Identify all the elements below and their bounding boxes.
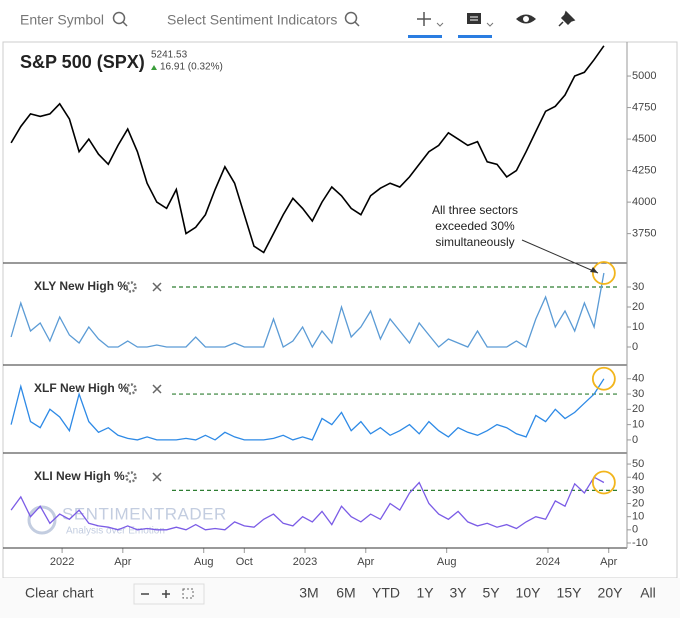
legend-button[interactable] xyxy=(458,13,494,38)
y-tick-label: 30 xyxy=(632,281,644,293)
view-button[interactable] xyxy=(516,14,536,24)
chart-title: S&P 500 (SPX) xyxy=(20,52,145,72)
series-line xyxy=(10,476,605,531)
highlight-circle xyxy=(591,261,616,285)
range-button[interactable]: 6M xyxy=(336,585,355,601)
x-tick-label: Aug xyxy=(194,556,214,568)
watermark-logo xyxy=(27,505,57,535)
close-icon[interactable] xyxy=(152,384,162,394)
x-tick-label: Aug xyxy=(437,556,457,568)
search-icon xyxy=(112,11,126,25)
series-line xyxy=(10,378,605,441)
y-tick-label: 10 xyxy=(632,321,644,333)
y-tick-label: 4000 xyxy=(632,196,656,208)
x-tick-label: Oct xyxy=(236,556,253,568)
highlight-circle xyxy=(591,366,616,391)
zoom-in-button[interactable] xyxy=(162,590,170,598)
y-tick-label: 4250 xyxy=(632,165,656,177)
annotation: exceeded 30% xyxy=(435,219,515,233)
range-button[interactable]: YTD xyxy=(372,585,400,601)
footer-bar xyxy=(0,578,680,618)
y-tick-label: 30 xyxy=(632,484,644,496)
y-tick-label: 50 xyxy=(632,458,644,470)
x-tick-label: 2023 xyxy=(293,556,317,568)
crosshair-button[interactable] xyxy=(408,12,444,38)
series-line xyxy=(10,45,605,254)
zoom-controls xyxy=(133,583,205,605)
x-tick-label: 2022 xyxy=(50,556,74,568)
panel-title: XLY New High % xyxy=(34,279,128,293)
y-tick-label: 40 xyxy=(632,471,644,483)
watermark: SENTIMENTRADER xyxy=(62,504,227,523)
x-tick-label: Apr xyxy=(357,556,374,568)
y-tick-label: 5000 xyxy=(632,70,656,82)
fit-button[interactable] xyxy=(182,588,194,599)
panel-title: XLF New High % xyxy=(34,381,129,395)
x-tick-label: Apr xyxy=(114,556,131,568)
range-button[interactable]: All xyxy=(640,585,656,601)
annotation-arrow xyxy=(521,239,599,274)
search-icon xyxy=(344,11,358,25)
series-line xyxy=(10,272,605,349)
settings-icon[interactable] xyxy=(125,281,137,293)
y-tick-label: 0 xyxy=(632,524,638,536)
search-icon xyxy=(354,21,360,27)
y-tick-label: 3750 xyxy=(632,228,656,240)
range-button[interactable]: 3M xyxy=(299,585,318,601)
y-tick-label: 4750 xyxy=(632,101,656,113)
panel-title: XLI New High % xyxy=(34,469,125,483)
range-button[interactable]: 5Y xyxy=(482,585,500,601)
settings-icon[interactable] xyxy=(125,471,137,483)
annotation: All three sectors xyxy=(432,203,518,217)
y-tick-label: 20 xyxy=(632,301,644,313)
y-tick-label: 40 xyxy=(632,373,644,385)
indicator-input[interactable]: Select Sentiment Indicators xyxy=(167,12,337,28)
price-change: 16.91 (0.32%) xyxy=(160,62,223,73)
up-arrow xyxy=(151,65,157,70)
y-tick-label: 4500 xyxy=(632,133,656,145)
y-tick-label: 0 xyxy=(632,341,638,353)
close-icon[interactable] xyxy=(152,282,162,292)
y-tick-label: 20 xyxy=(632,403,644,415)
settings-icon[interactable] xyxy=(125,383,137,395)
highlight-circle xyxy=(591,470,616,495)
annotation: simultaneously xyxy=(435,235,514,249)
watermark-tagline: Analysis over Emotion xyxy=(66,526,165,537)
annotation-arrowhead xyxy=(590,267,598,273)
search-icon xyxy=(122,21,128,27)
y-tick-label: 30 xyxy=(632,388,644,400)
y-tick-label: 10 xyxy=(632,419,644,431)
clear-chart-button[interactable]: Clear chart xyxy=(25,585,94,601)
x-tick-label: Apr xyxy=(600,556,617,568)
range-button[interactable]: 10Y xyxy=(516,585,542,601)
last-price: 5241.53 xyxy=(151,50,188,61)
y-tick-label: 20 xyxy=(632,497,644,509)
y-tick-label: -10 xyxy=(632,537,648,549)
range-button[interactable]: 3Y xyxy=(449,585,467,601)
x-tick-label: 2024 xyxy=(536,556,560,568)
range-button[interactable]: 15Y xyxy=(557,585,583,601)
y-tick-label: 10 xyxy=(632,511,644,523)
symbol-input[interactable]: Enter Symbol xyxy=(20,12,104,28)
range-button[interactable]: 20Y xyxy=(598,585,624,601)
y-tick-label: 0 xyxy=(632,434,638,446)
pin-button[interactable] xyxy=(558,10,576,27)
range-button[interactable]: 1Y xyxy=(416,585,434,601)
close-icon[interactable] xyxy=(152,472,162,482)
